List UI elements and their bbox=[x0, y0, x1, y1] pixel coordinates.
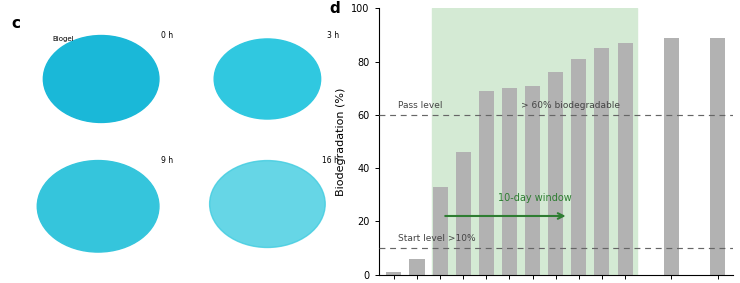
Circle shape bbox=[37, 160, 159, 252]
Bar bbox=[571, 59, 586, 275]
Text: d: d bbox=[329, 1, 340, 16]
Bar bbox=[502, 88, 517, 275]
Bar bbox=[618, 43, 633, 275]
Text: Start level >10%: Start level >10% bbox=[398, 233, 476, 243]
Bar bbox=[432, 8, 636, 275]
Text: 3 h: 3 h bbox=[327, 31, 339, 40]
Circle shape bbox=[214, 39, 320, 119]
Circle shape bbox=[44, 36, 159, 123]
Text: 0 h: 0 h bbox=[161, 31, 172, 40]
Text: Biogel: Biogel bbox=[53, 36, 74, 42]
Text: 9 h: 9 h bbox=[161, 156, 172, 165]
Bar bbox=[479, 91, 494, 275]
Bar bbox=[548, 72, 563, 275]
Bar bbox=[409, 259, 425, 275]
Text: Pass level: Pass level bbox=[398, 100, 443, 110]
Text: 10-day window: 10-day window bbox=[498, 193, 572, 203]
Bar bbox=[456, 152, 471, 275]
Bar bbox=[594, 48, 610, 275]
Circle shape bbox=[209, 160, 325, 247]
Bar bbox=[433, 187, 448, 275]
Bar bbox=[386, 272, 401, 275]
Text: c: c bbox=[11, 16, 20, 31]
Y-axis label: Biodegradation (%): Biodegradation (%) bbox=[336, 87, 346, 196]
Bar bbox=[664, 38, 679, 275]
Bar bbox=[525, 86, 540, 275]
Bar bbox=[710, 38, 725, 275]
Text: 16 h: 16 h bbox=[322, 156, 339, 165]
Text: > 60% biodegradable: > 60% biodegradable bbox=[521, 100, 620, 110]
